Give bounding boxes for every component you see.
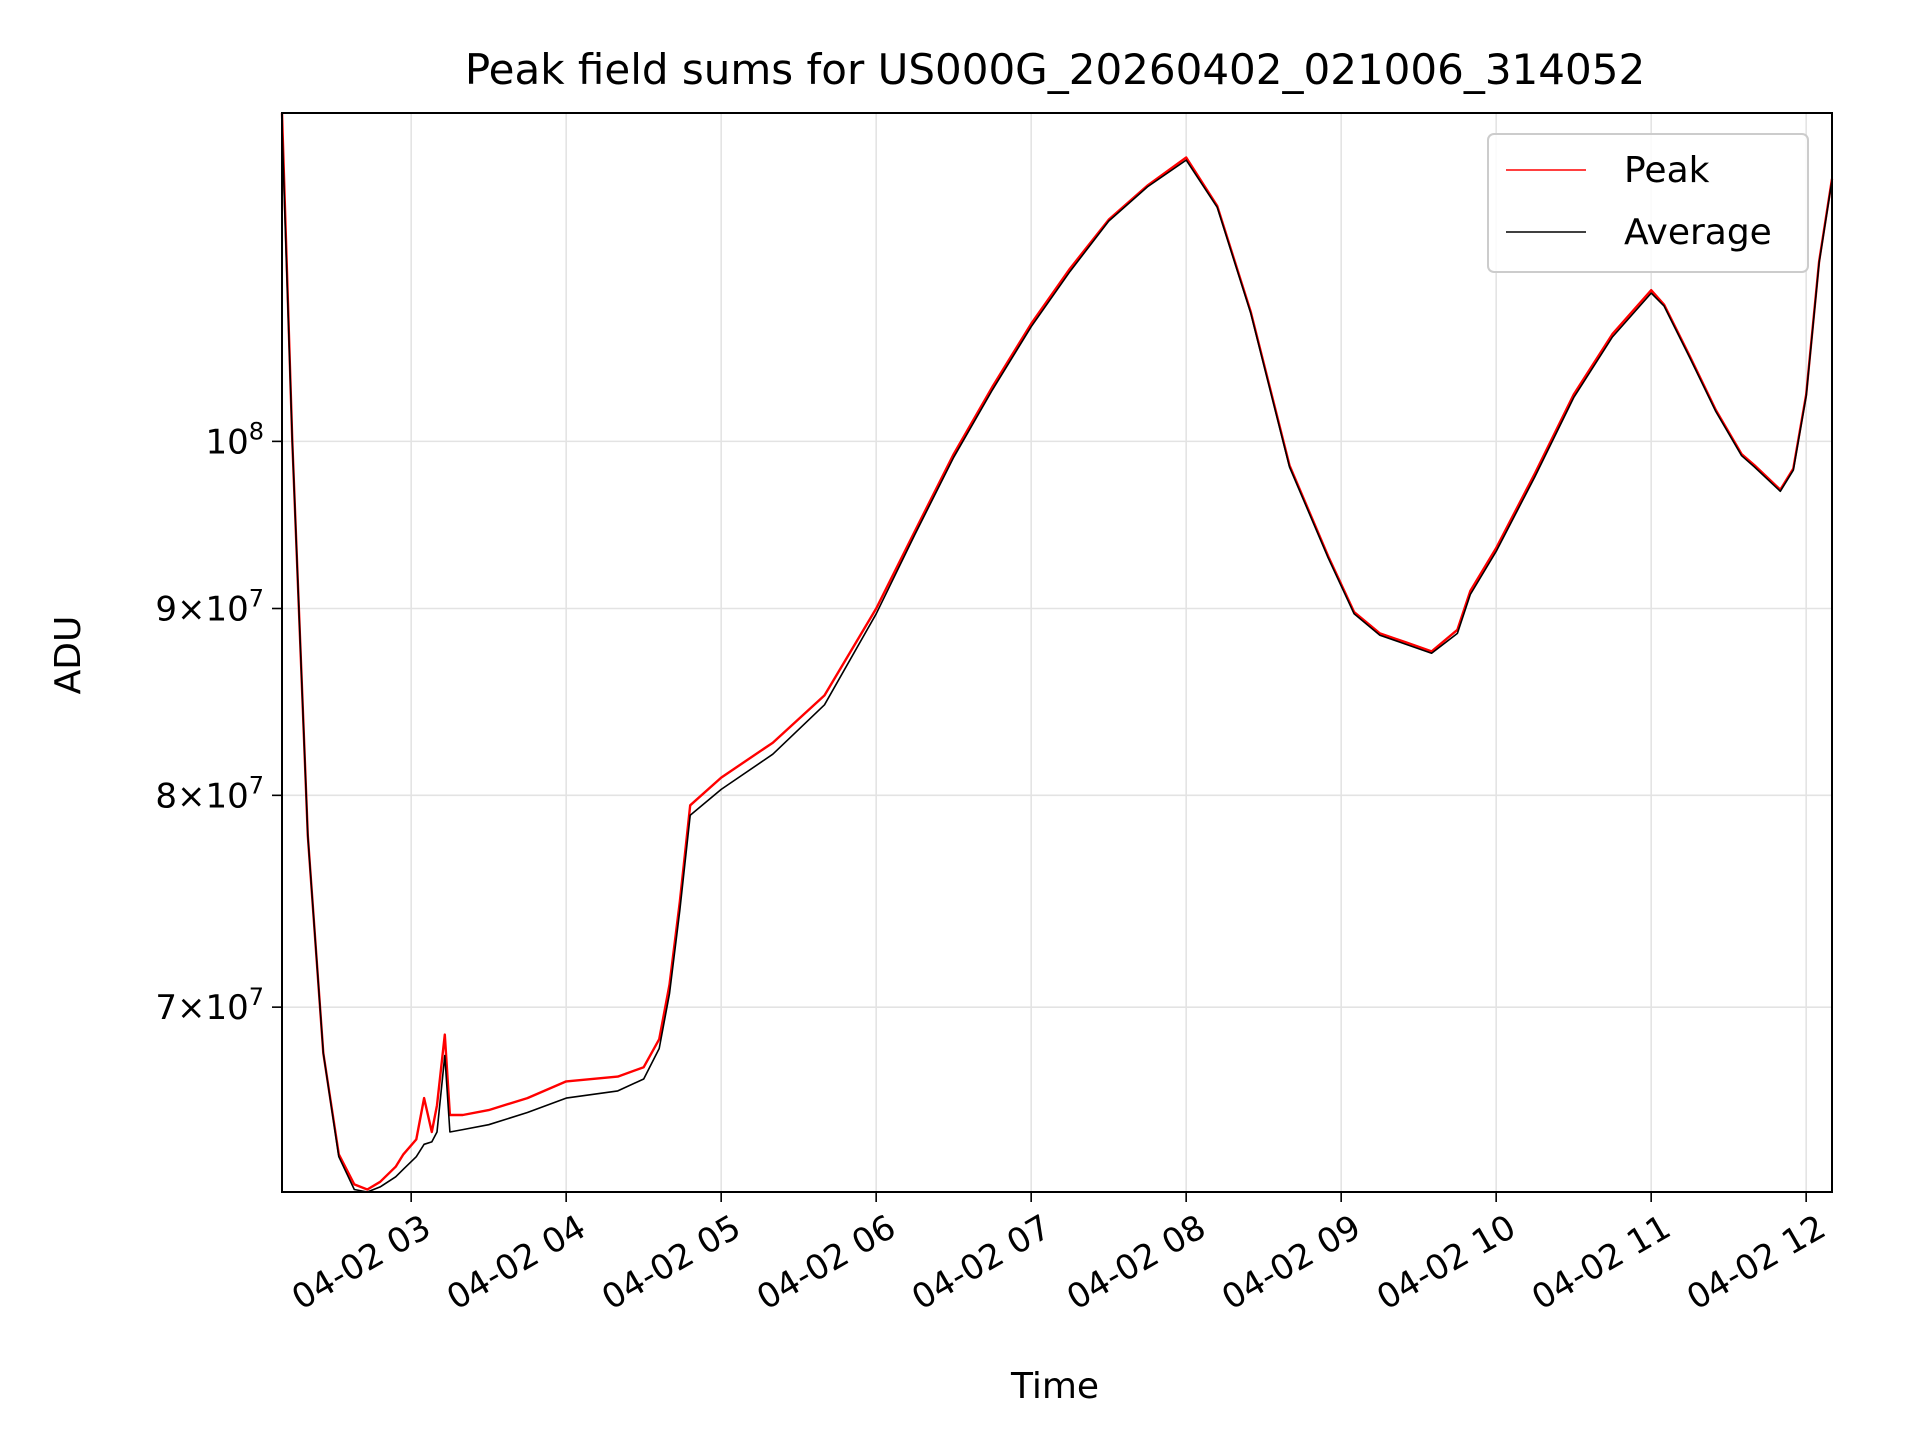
plot-frame [281,112,1833,1193]
series-layer [280,112,1834,1193]
tick-layer: 04-02 03 04-02 04 04-02 05 04-02 06 04-02 07… [155,417,1832,1318]
x-tick-label: 04-02 07 [905,1207,1057,1318]
x-tick-label: 04-02 04 [440,1207,592,1318]
x-tick-label: 04-02 06 [750,1207,902,1318]
series-line-average [281,125,1833,1193]
x-tick-label: 04-02 03 [285,1207,437,1318]
x-tick-label: 04-02 09 [1215,1207,1367,1318]
chart-title: Peak field sums for US000G_20260402_0210… [465,45,1645,94]
y-tick-label: 8×107 [155,771,264,816]
y-tick-label: 7×107 [155,983,264,1028]
legend: Peak Average [1487,133,1809,273]
series-line-peak [280,112,1834,1191]
x-tick-label: 04-02 11 [1525,1207,1677,1318]
legend-label-average: Average [1624,212,1772,253]
y-tick-label: 108 [205,417,264,462]
grid-layer [282,113,1832,1192]
y-tick-label: 9×107 [155,585,264,630]
x-tick-label: 04-02 08 [1060,1207,1212,1318]
x-tick-label: 04-02 05 [595,1207,747,1318]
y-axis-label: ADU [48,616,89,695]
x-axis-label: Time [1010,1366,1099,1407]
legend-label-peak: Peak [1624,150,1710,191]
x-tick-label: 04-02 10 [1370,1207,1522,1318]
x-tick-label: 04-02 12 [1680,1207,1832,1318]
legend-box [1487,133,1809,273]
